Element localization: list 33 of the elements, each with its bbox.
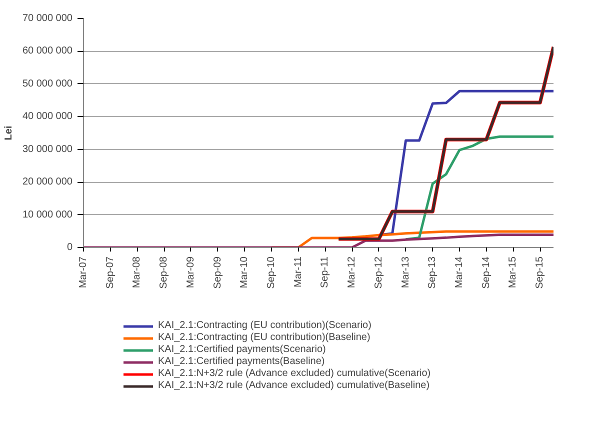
x-tick-label: Mar-09 [185, 256, 196, 288]
legend-label: KAI_2.1:N+3/2 rule (Advance excluded) cumulative(Baseline) [158, 380, 430, 391]
x-tick-label: Mar-10 [239, 256, 250, 288]
x-tick-label: Mar-15 [508, 256, 519, 288]
x-tick-label: Sep-07 [104, 256, 116, 289]
y-tick-label: 40 000 000 [22, 111, 73, 122]
x-tick-label: Mar-13 [400, 256, 412, 288]
x-tick-label: Sep-14 [480, 256, 492, 289]
x-tick-label: Mar-07 [78, 256, 89, 288]
y-tick-label: 10 000 000 [22, 209, 73, 220]
x-tick-label: Sep-15 [534, 256, 546, 289]
x-tick-label: Mar-12 [346, 256, 358, 288]
y-tick-label: 0 [66, 242, 73, 253]
y-tick-label: 30 000 000 [22, 144, 73, 155]
x-tick-label: Mar-14 [454, 256, 465, 288]
legend-label: KAI_2.1:Contracting (EU contribution)(Baseline) [158, 332, 370, 343]
x-tick-label: Sep-13 [427, 256, 438, 289]
legend-label: KAI_2.1:Certified payments(Scenario) [158, 344, 326, 355]
x-tick-label: Sep-08 [158, 256, 170, 289]
y-axis-title: Lei [3, 126, 14, 140]
x-tick-label: Sep-11 [320, 256, 331, 288]
legend-label: KAI_2.1:Certified payments(Baseline) [158, 356, 325, 367]
y-tick-label: 20 000 000 [22, 176, 73, 188]
x-tick-label: Sep-09 [212, 256, 224, 289]
y-tick-label: 60 000 000 [22, 46, 73, 57]
y-tick-label: 70 000 000 [22, 13, 73, 24]
legend-label: KAI_2.1:Contracting (EU contribution)(Scenario) [158, 320, 372, 331]
x-tick-label: Mar-08 [132, 256, 143, 288]
legend-label: KAI_2.1:N+3/2 rule (Advance excluded) cumulative(Scenario) [158, 368, 431, 379]
x-tick-label: Sep-12 [373, 256, 384, 289]
x-tick-label: Mar-11 [292, 256, 304, 288]
y-tick-label: 50 000 000 [22, 78, 73, 90]
x-tick-label: Sep-10 [266, 256, 277, 289]
